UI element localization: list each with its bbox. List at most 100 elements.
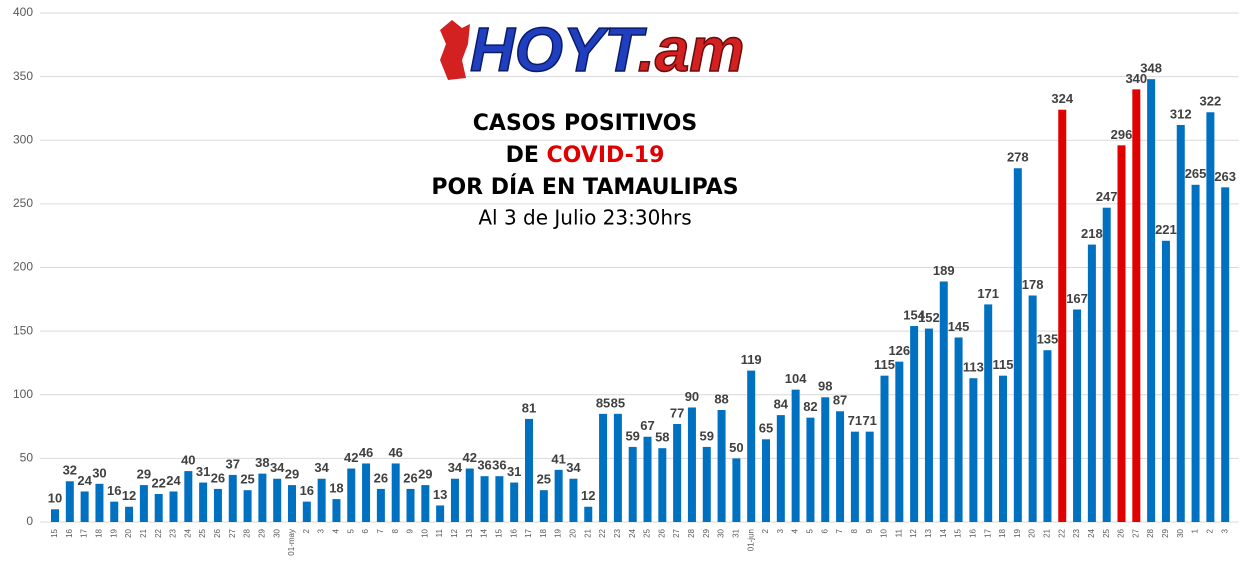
x-tick-label: 8 — [391, 528, 400, 533]
x-tick-label: 15 — [50, 528, 59, 537]
x-tick-label: 16 — [509, 528, 518, 537]
bar — [584, 506, 593, 522]
x-tick-label: 23 — [613, 528, 622, 537]
value-label: 178 — [1022, 277, 1044, 292]
value-label: 34 — [314, 460, 329, 475]
bar — [95, 483, 104, 522]
bar — [673, 424, 682, 522]
value-label: 90 — [685, 389, 699, 404]
value-label: 296 — [1111, 127, 1133, 142]
x-tick-label: 26 — [1117, 528, 1126, 537]
x-tick-label: 12 — [450, 528, 459, 537]
bar — [806, 417, 815, 522]
value-label: 71 — [848, 413, 862, 428]
x-tick-label: 9 — [865, 528, 874, 533]
x-tick-label: 6 — [361, 528, 370, 533]
bar — [1102, 207, 1111, 522]
x-tick-label: 27 — [1131, 528, 1140, 537]
value-label: 26 — [403, 470, 417, 485]
x-tick-label: 21 — [139, 528, 148, 537]
bar — [939, 281, 948, 522]
bar — [1221, 187, 1230, 522]
bar — [865, 431, 874, 522]
value-label: 82 — [803, 399, 817, 414]
bar — [999, 375, 1008, 522]
x-tick-label: 10 — [420, 528, 429, 537]
value-label: 29 — [418, 467, 432, 482]
x-tick-label: 28 — [687, 528, 696, 537]
value-label: 13 — [433, 487, 447, 502]
bar — [791, 389, 800, 522]
bar — [747, 370, 756, 522]
x-tick-label: 24 — [628, 528, 637, 537]
value-label: 135 — [1037, 332, 1059, 347]
value-label: 84 — [774, 397, 789, 412]
y-tick-label: 300 — [13, 132, 33, 146]
bar — [495, 476, 504, 522]
x-tick-label: 2 — [302, 528, 311, 533]
bar — [821, 397, 830, 522]
bar — [554, 469, 563, 522]
bar — [969, 378, 978, 522]
x-tick-label: 4 — [791, 528, 800, 533]
value-label: 38 — [255, 455, 269, 470]
value-label: 22 — [151, 475, 165, 490]
plot: 0501001502002503003504001510163217241830… — [13, 5, 1239, 556]
x-tick-label: 22 — [1057, 528, 1066, 537]
value-label: 50 — [729, 440, 743, 455]
bar — [525, 418, 534, 522]
y-tick-label: 200 — [13, 260, 33, 274]
y-tick-label: 250 — [13, 196, 33, 210]
bar — [273, 478, 282, 522]
x-tick-label: 18 — [539, 528, 548, 537]
y-tick-label: 350 — [13, 69, 33, 83]
bar — [954, 337, 963, 522]
value-label: 34 — [270, 460, 285, 475]
x-tick-label: 24 — [183, 528, 192, 537]
value-label: 265 — [1185, 166, 1207, 181]
value-label: 312 — [1170, 106, 1192, 121]
x-tick-label: 22 — [598, 528, 607, 537]
logo-part: HOYT — [470, 16, 647, 85]
x-tick-label: 18 — [998, 528, 1007, 537]
y-tick-label: 100 — [13, 387, 33, 401]
bar — [480, 476, 489, 522]
x-tick-label: 21 — [583, 528, 592, 537]
x-tick-label: 1 — [1191, 528, 1200, 533]
x-tick-label: 01-may — [287, 529, 296, 556]
x-tick-label: 16 — [968, 528, 977, 537]
x-tick-label: 11 — [435, 528, 444, 537]
x-tick-label: 22 — [154, 528, 163, 537]
value-label: 154 — [903, 307, 925, 322]
value-label: 12 — [122, 488, 136, 503]
bar — [1132, 89, 1141, 522]
bar — [110, 501, 119, 522]
x-tick-label: 3 — [776, 528, 785, 533]
bar — [1176, 124, 1185, 522]
value-label: 36 — [492, 458, 506, 473]
value-label: 36 — [477, 458, 491, 473]
x-tick-label: 26 — [657, 528, 666, 537]
x-tick-label: 20 — [1028, 528, 1037, 537]
value-label: 65 — [759, 421, 773, 436]
value-label: 41 — [551, 451, 565, 466]
value-label: 24 — [166, 473, 181, 488]
bar — [406, 488, 415, 522]
bar — [450, 478, 459, 522]
x-tick-label: 23 — [1072, 528, 1081, 537]
x-tick-label: 8 — [850, 528, 859, 533]
value-label: 171 — [977, 286, 999, 301]
value-label: 189 — [933, 263, 955, 278]
bar — [776, 415, 785, 522]
x-tick-label: 25 — [643, 528, 652, 537]
x-tick-label: 25 — [198, 528, 207, 537]
bar — [539, 490, 548, 522]
value-label: 58 — [655, 430, 669, 445]
x-tick-label: 01-jun — [746, 529, 755, 551]
x-tick-label: 6 — [820, 528, 829, 533]
value-label: 152 — [918, 310, 940, 325]
value-label: 18 — [329, 481, 343, 496]
value-label: 221 — [1155, 222, 1177, 237]
x-tick-label: 25 — [1102, 528, 1111, 537]
value-label: 16 — [107, 483, 121, 498]
